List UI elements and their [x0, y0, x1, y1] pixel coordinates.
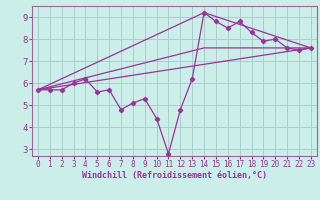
- X-axis label: Windchill (Refroidissement éolien,°C): Windchill (Refroidissement éolien,°C): [82, 171, 267, 180]
